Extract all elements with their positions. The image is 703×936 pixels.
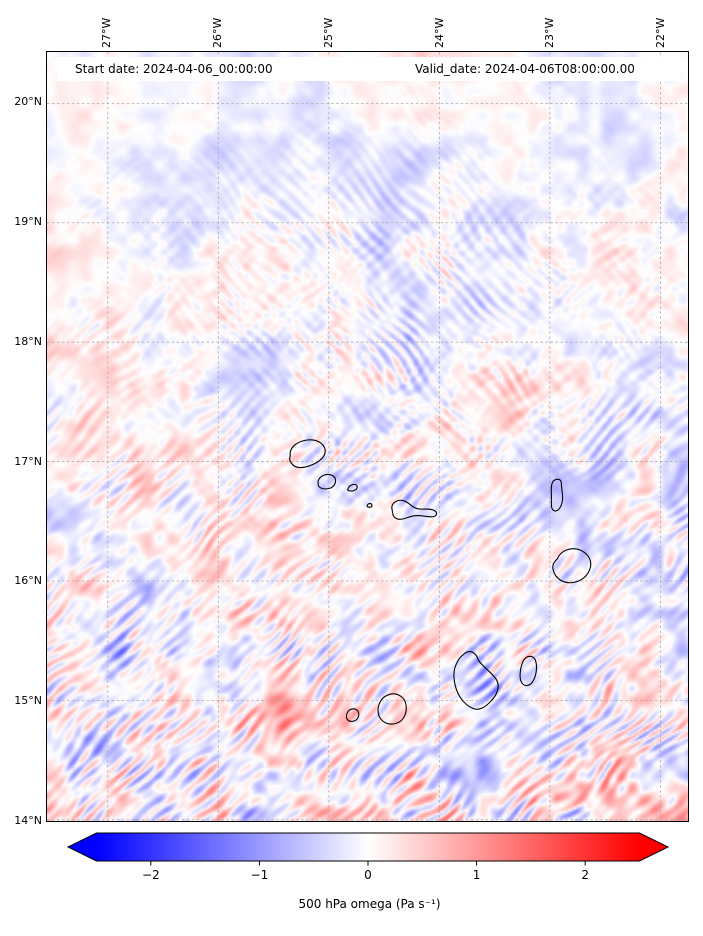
- colorbar-tick-label: −1: [251, 868, 269, 882]
- colorbar-tick-label: −2: [142, 868, 160, 882]
- brava-coastline: [345, 708, 360, 722]
- sao-nicolau-coastline: [391, 499, 438, 520]
- y-tick-label: 18°N: [14, 334, 42, 348]
- colorbar-gradient: [96, 833, 640, 861]
- fogo-coastline: [377, 693, 407, 725]
- colorbar: −2 −1 0 1 2: [66, 832, 670, 882]
- y-tick-label: 16°N: [14, 574, 42, 588]
- boa-vista-coastline: [552, 548, 592, 584]
- colorbar-left-arrow: [68, 833, 97, 861]
- colorbar-label: 500 hPa omega (Pa s⁻¹): [298, 897, 441, 911]
- map-plot-area: Start date: 2024-04-06_00:00:00 Valid_da…: [46, 51, 689, 822]
- x-tick-label: 27°W: [99, 17, 113, 48]
- date-annotation-strip: Start date: 2024-04-06_00:00:00 Valid_da…: [57, 57, 680, 81]
- start-date-text: Start date: 2024-04-06_00:00:00: [75, 62, 273, 76]
- x-tick-label: 24°W: [432, 17, 446, 48]
- colorbar-tick-label: 2: [581, 868, 589, 882]
- y-tick-label: 20°N: [14, 95, 42, 109]
- santa-luzia-coastline: [347, 483, 358, 492]
- map-overlay: [47, 52, 688, 821]
- y-tick-label: 15°N: [14, 694, 42, 708]
- colorbar-outline: [66, 832, 670, 862]
- santo-antao-coastline: [289, 439, 326, 469]
- branco-coastline: [366, 503, 373, 508]
- colorbar-right-arrow: [639, 833, 668, 861]
- santiago-coastline: [453, 651, 499, 710]
- omega-field-heatmap: [47, 52, 688, 821]
- y-tick-label: 14°N: [14, 813, 42, 827]
- x-tick-label: 26°W: [210, 17, 224, 48]
- graticule: [47, 52, 688, 821]
- y-tick-label: 17°N: [14, 454, 42, 468]
- colorbar-tick-label: 1: [473, 868, 481, 882]
- maio-coastline: [519, 655, 538, 687]
- y-tick-label: 19°N: [14, 215, 42, 229]
- x-tick-label: 25°W: [321, 17, 335, 48]
- x-tick-label: 22°W: [654, 17, 668, 48]
- valid-date-text: Valid_date: 2024-04-06T08:00:00.00: [415, 62, 635, 76]
- colorbar-tick-label: 0: [364, 868, 372, 882]
- coastlines: [289, 439, 592, 725]
- sao-vicente-coastline: [317, 474, 337, 490]
- x-tick-label: 23°W: [543, 17, 557, 48]
- sal-coastline: [550, 478, 564, 512]
